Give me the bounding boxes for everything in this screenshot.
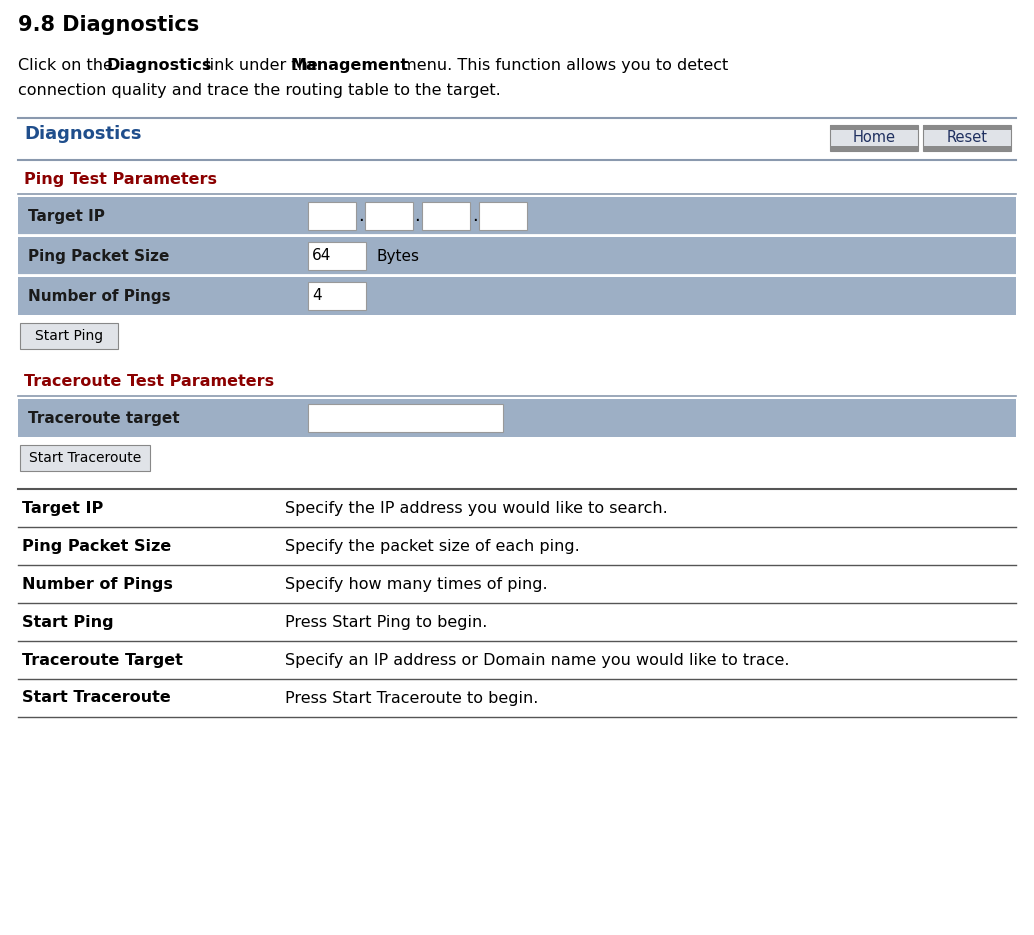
- Bar: [18, 237, 1016, 275]
- Text: Press Start Traceroute to begin.: Press Start Traceroute to begin.: [285, 691, 539, 706]
- Bar: [479, 202, 527, 230]
- Text: Diagnostics: Diagnostics: [107, 58, 211, 73]
- Text: 64: 64: [312, 249, 331, 264]
- Bar: [923, 125, 1011, 130]
- Bar: [830, 125, 918, 151]
- Bar: [18, 277, 1016, 315]
- Text: Number of Pings: Number of Pings: [22, 577, 173, 592]
- Text: Start Traceroute: Start Traceroute: [22, 691, 171, 706]
- Bar: [20, 323, 118, 349]
- Text: Specify how many times of ping.: Specify how many times of ping.: [285, 577, 548, 592]
- Text: Specify the IP address you would like to search.: Specify the IP address you would like to…: [285, 500, 668, 515]
- Text: .: .: [358, 207, 363, 225]
- Text: Specify an IP address or Domain name you would like to trace.: Specify an IP address or Domain name you…: [285, 653, 790, 668]
- Text: Start Ping: Start Ping: [22, 614, 114, 629]
- Text: Number of Pings: Number of Pings: [28, 289, 171, 304]
- Text: Traceroute target: Traceroute target: [28, 410, 180, 425]
- Text: .: .: [472, 207, 478, 225]
- Text: menu. This function allows you to detect: menu. This function allows you to detect: [396, 58, 728, 73]
- Text: link under the: link under the: [200, 58, 323, 73]
- Text: Start Ping: Start Ping: [35, 329, 103, 343]
- Bar: [18, 197, 1016, 235]
- Bar: [365, 202, 413, 230]
- Text: .: .: [415, 207, 421, 225]
- Bar: [422, 202, 470, 230]
- Bar: [18, 399, 1016, 437]
- Text: Traceroute Target: Traceroute Target: [22, 653, 183, 668]
- Bar: [308, 404, 503, 432]
- Text: connection quality and trace the routing table to the target.: connection quality and trace the routing…: [18, 83, 500, 98]
- Bar: [830, 146, 918, 151]
- Text: Target IP: Target IP: [22, 500, 103, 515]
- Text: Ping Packet Size: Ping Packet Size: [22, 539, 172, 554]
- Bar: [830, 125, 918, 130]
- Text: Specify the packet size of each ping.: Specify the packet size of each ping.: [285, 539, 580, 554]
- Bar: [308, 242, 366, 270]
- Text: Management: Management: [290, 58, 408, 73]
- Text: Target IP: Target IP: [28, 209, 104, 223]
- Bar: [923, 125, 1011, 151]
- Text: Diagnostics: Diagnostics: [24, 125, 142, 143]
- Text: Press Start Ping to begin.: Press Start Ping to begin.: [285, 614, 487, 629]
- Text: Ping Test Parameters: Ping Test Parameters: [24, 172, 217, 187]
- Text: 4: 4: [312, 289, 322, 304]
- Bar: [923, 146, 1011, 151]
- Text: Traceroute Test Parameters: Traceroute Test Parameters: [24, 374, 274, 389]
- Bar: [20, 445, 150, 471]
- Bar: [308, 202, 356, 230]
- Text: Home: Home: [852, 131, 895, 146]
- Text: Click on the: Click on the: [18, 58, 118, 73]
- Text: Ping Packet Size: Ping Packet Size: [28, 249, 170, 264]
- Bar: [308, 282, 366, 310]
- Text: Bytes: Bytes: [376, 249, 419, 264]
- Text: Start Traceroute: Start Traceroute: [29, 451, 141, 465]
- Text: Reset: Reset: [946, 131, 987, 146]
- Text: 9.8 Diagnostics: 9.8 Diagnostics: [18, 15, 200, 35]
